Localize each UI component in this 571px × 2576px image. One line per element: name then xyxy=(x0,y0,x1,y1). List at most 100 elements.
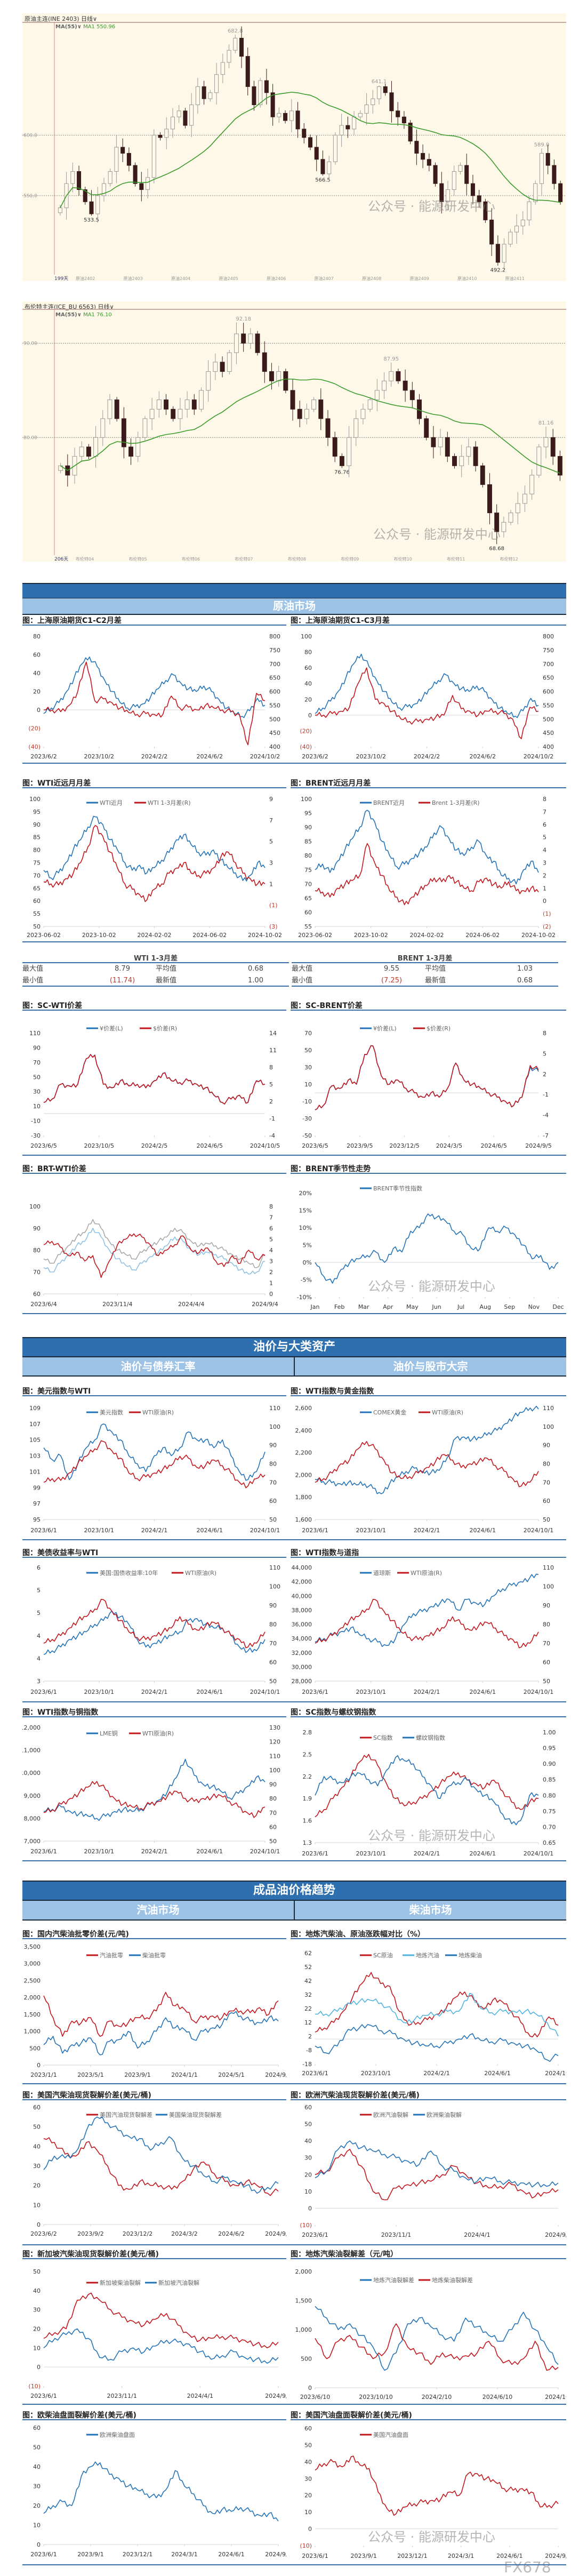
legend-item: WTI原油(R) xyxy=(419,1409,463,1416)
y-tick-label: (3) xyxy=(269,923,278,930)
candle xyxy=(170,116,175,130)
x-tick-label: 2023/12/1 xyxy=(397,2553,427,2559)
y-tick-label: 10 xyxy=(304,1081,312,1088)
x-tick-label: 2024/2/1 xyxy=(141,1527,167,1534)
candle xyxy=(376,86,382,99)
x-tick-label: 2023-10-02 xyxy=(354,932,388,939)
x-tick-label: 2024/6/1 xyxy=(470,1850,496,1857)
legend-label: $价差(R) xyxy=(427,1025,451,1032)
y-tick-label: 100 xyxy=(269,1767,280,1774)
x-tick-label: 2024/2/1 xyxy=(414,1689,440,1695)
y-tick-label: 110 xyxy=(269,1753,280,1759)
x-tick-label: 2024-02-02 xyxy=(410,932,444,939)
price-tick-label: 80.00 xyxy=(23,435,37,441)
y-tick-label: 2 xyxy=(269,1098,273,1105)
x-tick-label: 2024/2/1 xyxy=(414,1850,440,1857)
y-tick-label: 60 xyxy=(33,652,41,659)
x-tick-label: 2024/6/2 xyxy=(218,2230,244,2237)
subsection-label: 汽油市场 xyxy=(136,1903,180,1916)
y-tick-label: 7,000 xyxy=(24,1838,41,1845)
x-tick-label: 2023/10/1 xyxy=(84,1848,114,1855)
candle xyxy=(325,418,331,438)
x-tick-label: 原油2409 xyxy=(410,276,429,281)
y-tick-label: 95 xyxy=(304,810,312,817)
y-tick-label: 4 xyxy=(269,1247,273,1254)
candle xyxy=(220,362,225,372)
y-tick-label: 6 xyxy=(37,1564,41,1571)
series-line xyxy=(43,2292,279,2349)
legend-item: 道琼斯 xyxy=(360,1569,391,1577)
y-tick-label: 80 xyxy=(304,649,312,656)
y-tick-label: 500 xyxy=(269,716,280,723)
y-tick-label: 0% xyxy=(303,1259,312,1266)
x-tick-label: 原油2404 xyxy=(171,276,190,281)
y-tick-label: 60 xyxy=(33,898,41,905)
y-tick-label: 1 xyxy=(269,881,273,887)
legend-item: 螺纹钢指数 xyxy=(403,1734,445,1741)
candle xyxy=(332,437,337,457)
candle xyxy=(371,98,375,106)
x-tick-label: 2024/9/2 xyxy=(265,2230,286,2237)
y-tick-label: 90 xyxy=(33,1044,41,1051)
x-tick-label: 2024/9/1 xyxy=(545,2553,566,2559)
ma-label[interactable]: MA(55)∨ xyxy=(55,312,82,318)
legend-item: 欧洲柴油盘面 xyxy=(86,2431,135,2438)
legend-label: 欧洲柴油裂解 xyxy=(427,2111,462,2118)
y-tick-label: 0.75 xyxy=(543,1808,556,1815)
legend-label: ¥价差(L) xyxy=(100,1025,123,1032)
legend-item: BRENT季节性指数 xyxy=(360,1185,422,1192)
x-tick-label: 2024/4/1 xyxy=(464,2231,490,2238)
y-tick-label: 0 xyxy=(37,2221,41,2228)
candle xyxy=(545,153,550,166)
series-line xyxy=(315,2140,559,2188)
section-banner-top xyxy=(22,583,566,599)
series-line xyxy=(315,1993,559,2037)
series-line xyxy=(315,667,539,739)
stat-label: 最大值 xyxy=(22,965,44,973)
x-tick-label: 2023/6/1 xyxy=(30,1848,57,1855)
x-tick-label: 2024/6/2 xyxy=(470,753,496,760)
x-tick-label: 2024/4/1 xyxy=(187,2393,213,2399)
price-annotation: 682.8 xyxy=(228,28,243,34)
candle xyxy=(139,183,144,190)
y-tick-label: -50 xyxy=(302,1132,312,1139)
y-tick-label: 90 xyxy=(33,821,41,828)
ma-label[interactable]: MA(55)∨ xyxy=(55,24,82,30)
series-line xyxy=(315,2024,559,2062)
y-tick-label: 28,000 xyxy=(292,1678,312,1685)
x-tick-label: 布伦特04 xyxy=(76,556,94,562)
y-tick-label: 8 xyxy=(543,796,546,803)
chart-title: 图：欧洲汽柴油现货裂解价差(美元/桶) xyxy=(291,2090,566,2100)
y-tick-label: 60 xyxy=(269,1823,277,1830)
candle xyxy=(58,207,62,213)
y-tick-label: 0 xyxy=(37,2062,41,2069)
legend-item: BRENT近月 xyxy=(360,799,405,806)
candle xyxy=(151,134,156,178)
series-line xyxy=(43,2137,279,2196)
y-tick-label: 30 xyxy=(33,2163,41,2170)
y-tick-label: 70 xyxy=(269,1810,277,1817)
chart-local_pct: 62 52 42 32 22 12 2 -8 -18 2023/6/1 2023/10/1 2024/… xyxy=(302,1950,566,2077)
y-tick-label: 80 xyxy=(33,847,41,854)
price-annotation: 492.2 xyxy=(490,267,506,273)
stat-value: 0.68 xyxy=(248,965,263,973)
candle xyxy=(536,446,542,476)
legend-label: SC原油 xyxy=(373,1951,393,1959)
candle xyxy=(255,333,260,353)
legend-label: 螺纹钢指数 xyxy=(416,1734,445,1741)
y-tick-label: 107 xyxy=(29,1421,41,1428)
candle xyxy=(464,165,469,184)
candle xyxy=(121,418,126,447)
candle xyxy=(527,201,532,220)
series-line xyxy=(43,1219,266,1268)
y-tick-label: 12 xyxy=(304,2019,312,2026)
y-tick-label: 9,000 xyxy=(24,1793,41,1799)
y-tick-label: -30 xyxy=(31,1132,41,1139)
series-line xyxy=(315,1045,539,1110)
x-tick-label: 2024/2/1 xyxy=(141,1848,167,1855)
legend-label: 欧洲柴油盘面 xyxy=(100,2431,135,2438)
y-tick-label: 110 xyxy=(29,1030,41,1037)
y-tick-label: 8 xyxy=(543,1030,546,1037)
y-tick-label: -30 xyxy=(302,1115,312,1122)
legend-item: 美国柴油现货裂解差 xyxy=(156,2111,222,2118)
